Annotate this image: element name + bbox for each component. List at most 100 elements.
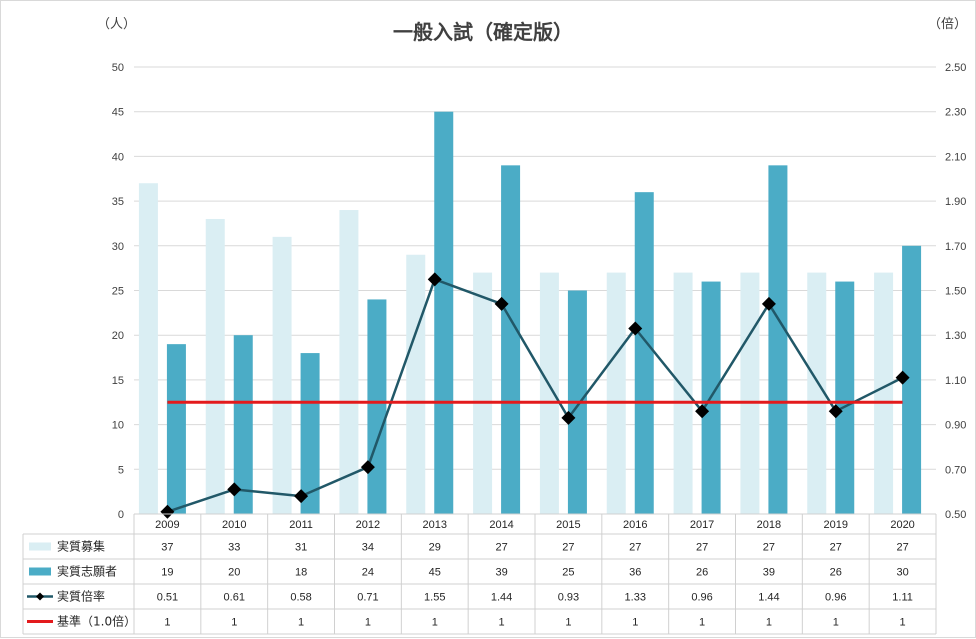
left-axis-tick-label: 40 (112, 151, 124, 163)
left-axis-tick-label: 10 (112, 420, 124, 432)
table-cell: 19 (161, 567, 173, 579)
bar-実質志願者 (434, 111, 454, 514)
bar-実質志願者 (166, 344, 186, 514)
category-label: 2011 (289, 519, 313, 531)
bar-実質募集 (874, 272, 894, 514)
row-label: 実質募集 (57, 539, 105, 554)
bar-実質募集 (740, 272, 760, 514)
category-label: 2015 (556, 519, 580, 531)
bar-実質志願者 (367, 299, 387, 514)
table-cell: 1.44 (491, 592, 512, 604)
table-cell: 1 (699, 617, 705, 629)
marker-実質倍率 (360, 460, 375, 475)
legend-key-実質志願者 (29, 567, 51, 576)
table-cell: 0.58 (290, 592, 311, 604)
table-cell: 39 (495, 567, 507, 579)
marker-実質倍率 (695, 404, 710, 419)
row-label: 実質倍率 (57, 589, 105, 604)
category-label: 2014 (489, 519, 513, 531)
table-cell: 18 (295, 567, 307, 579)
table-cell: 1 (365, 617, 371, 629)
left-axis-tick-label: 20 (112, 330, 124, 342)
marker-実質倍率 (427, 272, 442, 287)
table-cell: 1 (298, 617, 304, 629)
bar-実質募集 (406, 254, 426, 515)
table-cell: 37 (161, 542, 173, 554)
left-axis-tick-label: 30 (112, 241, 124, 253)
bar-実質募集 (272, 236, 292, 515)
right-axis-tick-label: 2.10 (945, 151, 966, 163)
marker-実質倍率 (561, 410, 576, 425)
table-cell: 1 (499, 617, 505, 629)
bar-実質募集 (205, 218, 225, 515)
table-cell: 1 (900, 617, 906, 629)
marker-実質倍率 (160, 504, 175, 519)
right-axis-unit: （倍） (928, 17, 967, 32)
legend-key-実質募集 (29, 542, 51, 551)
left-axis-tick-label: 0 (118, 509, 124, 521)
table-cell: 30 (896, 567, 908, 579)
category-label: 2020 (890, 519, 914, 531)
table-cell: 26 (830, 567, 842, 579)
table-cell: 27 (896, 542, 908, 554)
table-cell: 45 (429, 567, 441, 579)
table-cell: 27 (763, 542, 775, 554)
right-axis-tick-label: 0.70 (945, 464, 966, 476)
right-axis-tick-label: 1.30 (945, 330, 966, 342)
category-label: 2009 (155, 519, 179, 531)
left-axis-tick-label: 15 (112, 375, 124, 387)
right-axis-tick-label: 2.50 (945, 62, 966, 74)
table-cell: 0.61 (224, 592, 245, 604)
table-cell: 27 (495, 542, 507, 554)
left-axis-unit: （人） (97, 17, 136, 32)
bar-実質志願者 (501, 165, 521, 514)
table-cell: 33 (228, 542, 240, 554)
table-cell: 0.93 (558, 592, 579, 604)
data-table: 2009 2010 2011 2012 2013 2014 2015 2016 2017 2018… (22, 513, 937, 635)
bar-実質募集 (138, 183, 158, 514)
table-cell: 1 (565, 617, 571, 629)
left-axis-tick-label: 35 (112, 196, 124, 208)
bar-実質志願者 (634, 192, 654, 514)
table-cell: 39 (763, 567, 775, 579)
right-axis-tick-label: 0.90 (945, 420, 966, 432)
category-label: 2010 (222, 519, 246, 531)
table-cell: 0.71 (357, 592, 378, 604)
bar-実質募集 (673, 272, 693, 514)
table-cell: 24 (362, 567, 374, 579)
chart-title: 一般入試（確定版） (393, 20, 573, 44)
right-axis-tick-label: 1.10 (945, 375, 966, 387)
table-cell: 1.33 (625, 592, 646, 604)
table-cell: 36 (629, 567, 641, 579)
table-cell: 26 (696, 567, 708, 579)
line-実質倍率 (167, 278, 904, 513)
table-cell: 0.96 (691, 592, 712, 604)
table-cell: 1.44 (758, 592, 779, 604)
table-cell: 27 (830, 542, 842, 554)
bar-実質志願者 (233, 335, 253, 514)
table-cell: 20 (228, 567, 240, 579)
table-cell: 1 (833, 617, 839, 629)
legend-marker-実質倍率 (36, 592, 44, 601)
row-label: 基準（1.0倍） (57, 614, 136, 629)
table-cell: 1.55 (424, 592, 445, 604)
table-cell: 27 (562, 542, 574, 554)
category-label: 2012 (356, 519, 380, 531)
table-cell: 1 (231, 617, 237, 629)
category-label: 2019 (824, 519, 848, 531)
right-axis-ticks: 0.50 0.70 0.90 1.10 1.30 1.50 1.70 1.90 2.10 2.30… (945, 62, 966, 521)
table-cell: 1 (766, 617, 772, 629)
bars (138, 111, 922, 515)
marker-実質倍率 (761, 296, 776, 311)
category-label: 2016 (623, 519, 647, 531)
marker-実質倍率 (294, 489, 309, 504)
table-cell: 29 (429, 542, 441, 554)
left-axis-ticks: 0 5 10 15 20 25 30 35 40 45 50 (112, 62, 124, 521)
bar-実質募集 (339, 210, 359, 515)
table-cell: 34 (362, 542, 374, 554)
marker-実質倍率 (895, 370, 910, 385)
table-cell: 0.96 (825, 592, 846, 604)
bar-実質志願者 (768, 165, 788, 514)
